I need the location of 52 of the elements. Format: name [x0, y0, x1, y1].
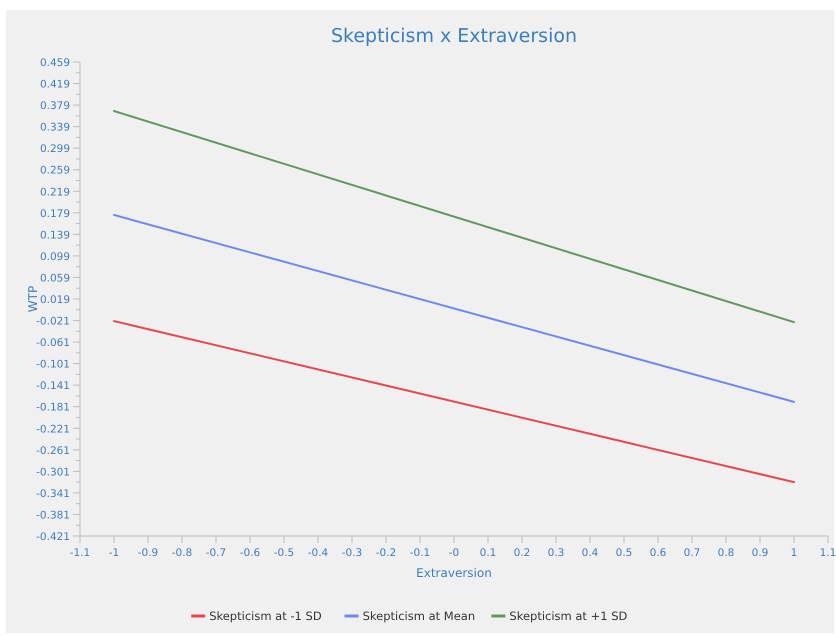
- legend-label: Skepticism at +1 SD: [509, 609, 628, 623]
- x-tick-label: 0.2: [514, 547, 530, 559]
- x-tick-label: -0.2: [376, 547, 396, 559]
- x-tick-label: 1: [790, 547, 798, 559]
- x-tick-label: 0.6: [650, 547, 667, 559]
- x-tick-label: 0.1: [480, 547, 496, 559]
- y-tick-label: 0.019: [40, 294, 70, 306]
- x-tick-label: 1.1: [820, 547, 836, 559]
- x-tick-label: 0.3: [548, 547, 564, 559]
- y-tick-label: 0.179: [40, 208, 70, 220]
- y-tick-label: -0.101: [36, 358, 70, 371]
- x-tick-label: 0.8: [718, 547, 734, 559]
- chart-title: Skepticism x Extraversion: [330, 25, 578, 47]
- x-tick-label: 0.5: [616, 547, 632, 559]
- y-tick-label: -0.061: [36, 337, 70, 350]
- y-tick-label: -0.341: [36, 488, 70, 500]
- y-tick-label: -0.181: [36, 402, 70, 414]
- y-tick-label: 0.139: [40, 229, 70, 242]
- y-tick-label: 0.379: [40, 100, 70, 112]
- y-tick-label: -0.301: [36, 466, 70, 478]
- y-tick-label: 0.259: [40, 164, 70, 177]
- y-tick-label: 0.419: [40, 78, 70, 91]
- x-tick-label: 0.7: [684, 547, 700, 559]
- legend-label: Skepticism at -1 SD: [209, 609, 322, 623]
- y-tick-label: -0.421: [36, 531, 70, 543]
- y-tick-label: -0.141: [36, 380, 70, 392]
- y-tick-label: 0.339: [40, 122, 70, 134]
- y-tick-label: 0.099: [40, 250, 70, 263]
- x-tick-label: -0.7: [206, 547, 226, 559]
- y-tick-label: -0.221: [36, 423, 70, 436]
- y-tick-label: 0.459: [40, 57, 70, 69]
- x-axis-title: Extraversion: [416, 566, 492, 580]
- y-tick-label: 0.059: [40, 272, 70, 284]
- y-tick-label: -0.261: [36, 444, 70, 457]
- legend-label: Skepticism at Mean: [362, 609, 476, 623]
- y-tick-label: 0.219: [40, 186, 70, 198]
- x-tick-label: -1: [108, 547, 120, 559]
- x-tick-label: -0: [448, 547, 460, 559]
- x-tick-label: -0.9: [138, 547, 158, 559]
- x-tick-label: -0.5: [274, 547, 294, 559]
- x-tick-label: -1.1: [70, 547, 90, 559]
- y-tick-label: -0.381: [36, 509, 70, 522]
- x-tick-label: -0.4: [308, 547, 329, 559]
- x-tick-label: 0.4: [582, 547, 599, 559]
- x-tick-label: -0.3: [342, 547, 362, 559]
- y-tick-label: 0.299: [40, 143, 70, 156]
- x-tick-label: 0.9: [752, 547, 768, 559]
- y-tick-label: -0.021: [36, 316, 70, 328]
- y-axis-title: WTP: [26, 286, 40, 312]
- x-tick-label: -0.1: [410, 547, 430, 559]
- x-tick-label: -0.6: [240, 547, 261, 559]
- x-tick-label: -0.8: [172, 547, 192, 559]
